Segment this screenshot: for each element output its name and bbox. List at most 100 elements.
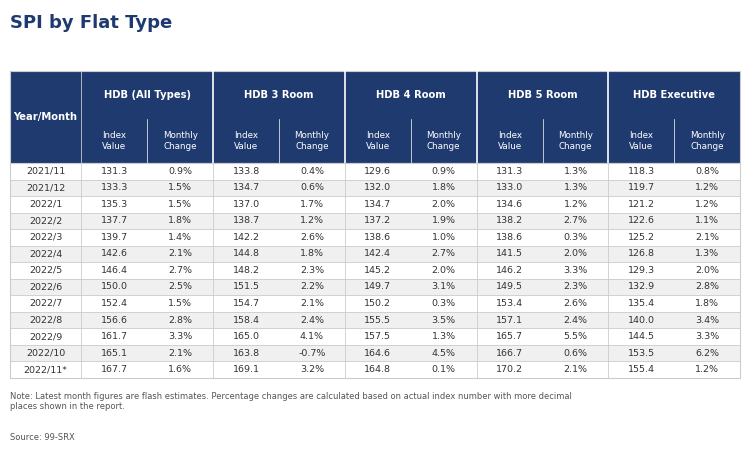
- Text: 1.8%: 1.8%: [300, 250, 324, 258]
- Text: 150.2: 150.2: [364, 299, 392, 308]
- Bar: [10, 180, 740, 196]
- Text: 0.4%: 0.4%: [300, 167, 324, 176]
- Text: Note: Latest month figures are flash estimates. Percentage changes are calculate: Note: Latest month figures are flash est…: [10, 392, 572, 411]
- Bar: [477, 71, 608, 119]
- Text: 165.0: 165.0: [232, 332, 260, 341]
- Text: 161.7: 161.7: [100, 332, 128, 341]
- Text: 2022/11*: 2022/11*: [23, 365, 68, 374]
- Text: 2.1%: 2.1%: [300, 299, 324, 308]
- Text: 166.7: 166.7: [496, 349, 523, 358]
- Text: 2.1%: 2.1%: [695, 233, 719, 242]
- Text: Index
Value: Index Value: [366, 131, 390, 151]
- Text: 137.0: 137.0: [232, 200, 260, 209]
- Text: 2.0%: 2.0%: [695, 266, 719, 275]
- Text: 1.0%: 1.0%: [432, 233, 456, 242]
- Text: 145.2: 145.2: [364, 266, 392, 275]
- Text: 153.4: 153.4: [496, 299, 524, 308]
- Text: 144.5: 144.5: [628, 332, 655, 341]
- Text: 1.2%: 1.2%: [695, 200, 719, 209]
- Text: 1.2%: 1.2%: [563, 200, 587, 209]
- Text: 169.1: 169.1: [232, 365, 260, 374]
- Bar: [10, 295, 740, 312]
- Bar: [10, 262, 740, 279]
- Bar: [674, 119, 740, 163]
- Bar: [81, 71, 213, 119]
- Text: 3.5%: 3.5%: [432, 316, 456, 325]
- Bar: [345, 119, 411, 163]
- Bar: [542, 119, 608, 163]
- Text: 3.3%: 3.3%: [695, 332, 719, 341]
- Text: HDB 4 Room: HDB 4 Room: [376, 90, 446, 100]
- Text: 139.7: 139.7: [100, 233, 128, 242]
- Text: Monthly
Change: Monthly Change: [163, 131, 197, 151]
- Text: 153.5: 153.5: [628, 349, 655, 358]
- Text: 2022/5: 2022/5: [29, 266, 62, 275]
- Text: 1.8%: 1.8%: [695, 299, 719, 308]
- Bar: [608, 71, 740, 119]
- Bar: [10, 361, 740, 378]
- Text: 2022/2: 2022/2: [29, 216, 62, 225]
- Text: 2.8%: 2.8%: [168, 316, 192, 325]
- Text: Monthly
Change: Monthly Change: [295, 131, 329, 151]
- Text: 158.4: 158.4: [232, 316, 260, 325]
- Text: Monthly
Change: Monthly Change: [690, 131, 724, 151]
- Text: 2.5%: 2.5%: [168, 283, 192, 291]
- Text: 2022/4: 2022/4: [29, 250, 62, 258]
- Text: 149.5: 149.5: [496, 283, 523, 291]
- Text: 154.7: 154.7: [232, 299, 260, 308]
- Bar: [10, 213, 740, 229]
- Text: 155.4: 155.4: [628, 365, 655, 374]
- Text: 2.1%: 2.1%: [168, 349, 192, 358]
- Text: 3.4%: 3.4%: [695, 316, 719, 325]
- Text: 0.8%: 0.8%: [695, 167, 719, 176]
- Text: 167.7: 167.7: [100, 365, 128, 374]
- Text: 2.2%: 2.2%: [300, 283, 324, 291]
- Text: 129.6: 129.6: [364, 167, 392, 176]
- Text: 155.5: 155.5: [364, 316, 392, 325]
- Text: 156.6: 156.6: [100, 316, 128, 325]
- Bar: [345, 71, 477, 119]
- Text: 2022/8: 2022/8: [29, 316, 62, 325]
- Text: 1.9%: 1.9%: [432, 216, 456, 225]
- Text: Index
Value: Index Value: [234, 131, 258, 151]
- Text: Year/Month: Year/Month: [13, 112, 77, 122]
- Text: 2.7%: 2.7%: [563, 216, 587, 225]
- Text: 1.2%: 1.2%: [695, 183, 719, 192]
- Bar: [213, 119, 279, 163]
- Text: 4.1%: 4.1%: [300, 332, 324, 341]
- Text: 131.3: 131.3: [496, 167, 524, 176]
- Text: 137.2: 137.2: [364, 216, 392, 225]
- Text: 157.5: 157.5: [364, 332, 392, 341]
- Text: 3.1%: 3.1%: [432, 283, 456, 291]
- Text: 1.3%: 1.3%: [432, 332, 456, 341]
- Text: 0.9%: 0.9%: [432, 167, 456, 176]
- Text: 133.8: 133.8: [232, 167, 260, 176]
- Text: 3.3%: 3.3%: [563, 266, 588, 275]
- Text: 2022/3: 2022/3: [28, 233, 62, 242]
- Text: 2.1%: 2.1%: [168, 250, 192, 258]
- Text: 2022/6: 2022/6: [29, 283, 62, 291]
- Text: HDB (All Types): HDB (All Types): [104, 90, 190, 100]
- Bar: [608, 119, 674, 163]
- Text: 146.2: 146.2: [496, 266, 523, 275]
- Text: Index
Value: Index Value: [102, 131, 126, 151]
- Bar: [10, 71, 740, 378]
- Text: 2022/7: 2022/7: [29, 299, 62, 308]
- Text: 2.4%: 2.4%: [300, 316, 324, 325]
- Text: 138.2: 138.2: [496, 216, 524, 225]
- Text: 121.2: 121.2: [628, 200, 655, 209]
- Text: 2.0%: 2.0%: [432, 200, 456, 209]
- Text: 132.0: 132.0: [364, 183, 392, 192]
- Text: HDB Executive: HDB Executive: [633, 90, 716, 100]
- Bar: [10, 279, 740, 295]
- Text: 122.6: 122.6: [628, 216, 655, 225]
- Text: 2.7%: 2.7%: [432, 250, 456, 258]
- Text: 142.2: 142.2: [232, 233, 260, 242]
- Text: -0.7%: -0.7%: [298, 349, 326, 358]
- Text: Source: 99-SRX: Source: 99-SRX: [10, 433, 74, 442]
- Text: 1.4%: 1.4%: [168, 233, 192, 242]
- Bar: [10, 328, 740, 345]
- Text: 1.2%: 1.2%: [695, 365, 719, 374]
- Bar: [411, 119, 477, 163]
- Text: Monthly
Change: Monthly Change: [426, 131, 461, 151]
